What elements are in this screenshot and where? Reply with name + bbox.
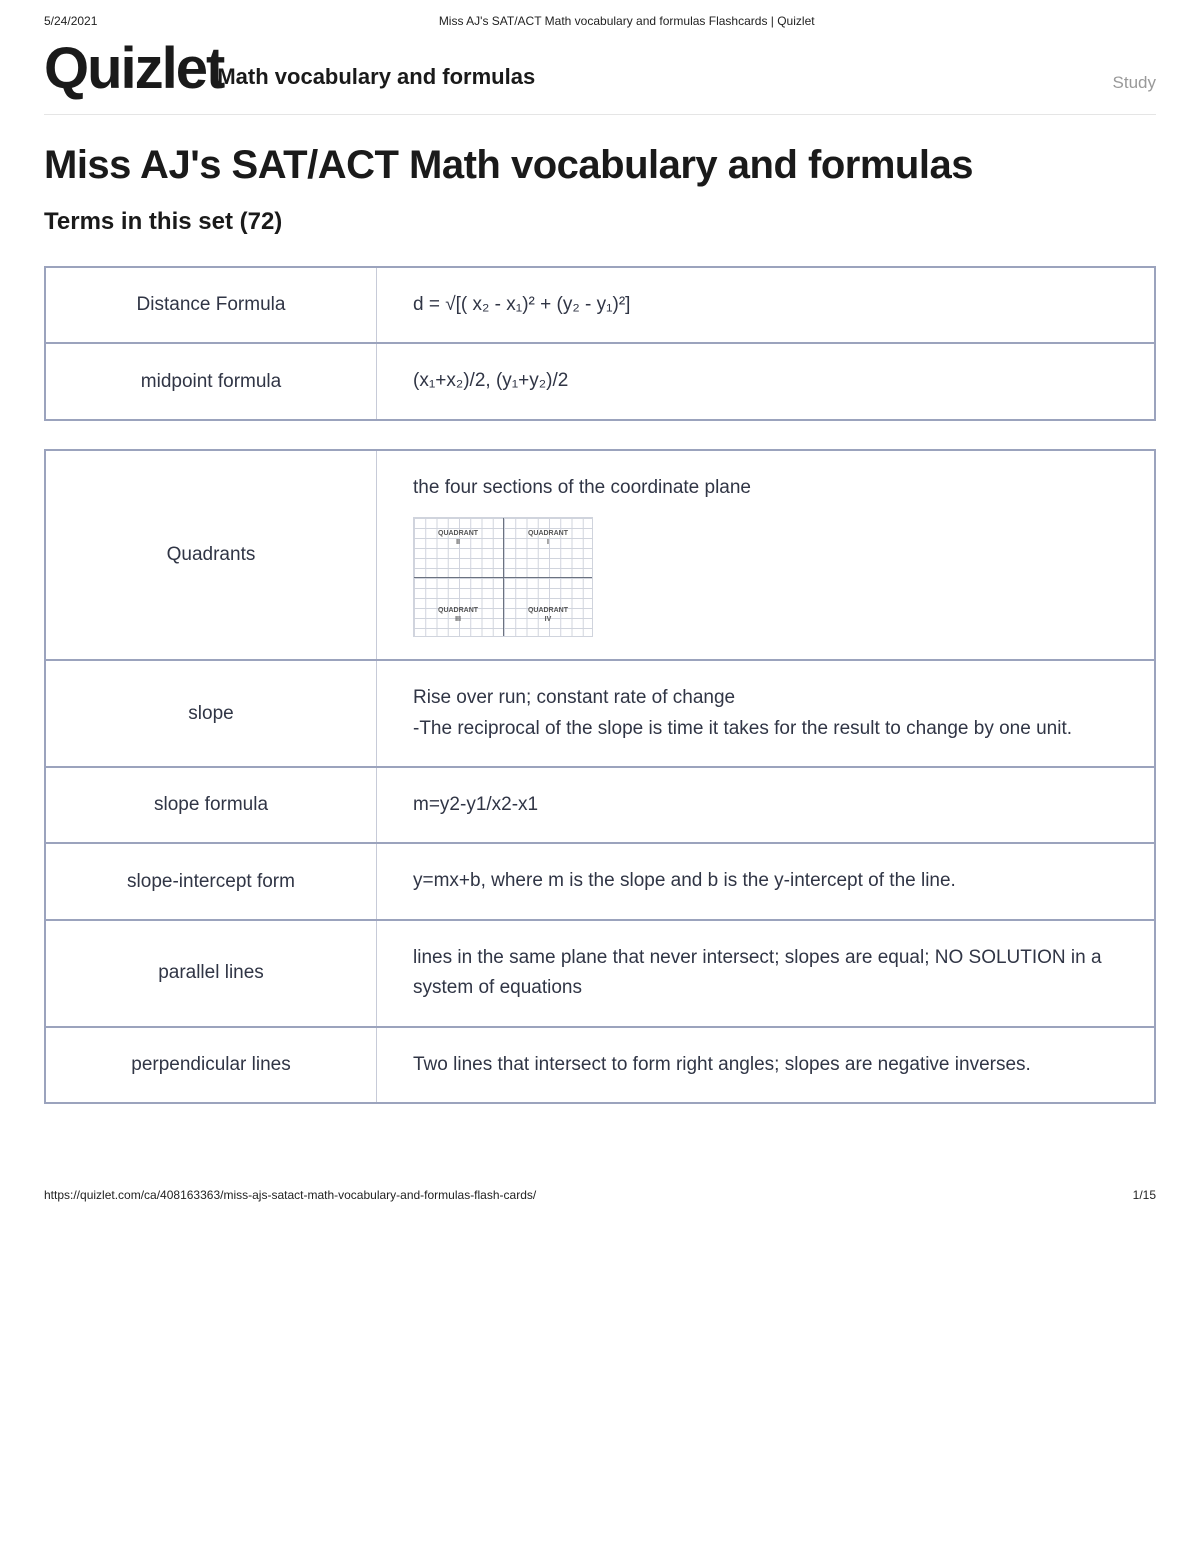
flashcard-row[interactable]: midpoint formula (x₁+x₂)/2, (y₁+y₂)/2 — [46, 342, 1154, 418]
definition-cell: Rise over run; constant rate of change -… — [376, 661, 1154, 766]
page-title: Miss AJ's SAT/ACT Math vocabulary and fo… — [44, 143, 1156, 188]
definition-text: Two lines that intersect to form right a… — [413, 1050, 1126, 1080]
definition-text: lines in the same plane that never inter… — [413, 943, 1126, 1004]
term-cell: slope formula — [46, 768, 376, 842]
definition-cell: m=y2-y1/x2-x1 — [376, 768, 1154, 842]
print-url: https://quizlet.com/ca/408163363/miss-aj… — [44, 1188, 536, 1202]
flashcard-row[interactable]: slope Rise over run; constant rate of cha… — [46, 659, 1154, 766]
flashcard-row[interactable]: perpendicular lines Two lines that inters… — [46, 1026, 1154, 1102]
print-header: 5/24/2021 Miss AJ's SAT/ACT Math vocabul… — [0, 0, 1200, 32]
study-link[interactable]: Study — [1113, 73, 1156, 93]
print-page: 1/15 — [1133, 1188, 1156, 1202]
definition-cell: lines in the same plane that never inter… — [376, 921, 1154, 1026]
card-group: Distance Formula d = √[( x₂ - x₁)² + (y₂ … — [44, 266, 1156, 421]
definition-text: y=mx+b, where m is the slope and b is th… — [413, 866, 1126, 896]
card-group: Quadrants the four sections of the coordi… — [44, 449, 1156, 1104]
quadrant-label: QUADRANT IV — [528, 607, 568, 624]
flashcard-row[interactable]: slope formula m=y2-y1/x2-x1 — [46, 766, 1154, 842]
definition-cell: the four sections of the coordinate plan… — [376, 451, 1154, 659]
definition-text: d = √[( x₂ - x₁)² + (y₂ - y₁)²] — [413, 290, 1126, 320]
print-footer: https://quizlet.com/ca/408163363/miss-aj… — [0, 1132, 1200, 1222]
main-content: Miss AJ's SAT/ACT Math vocabulary and fo… — [0, 119, 1200, 1104]
definition-text: Rise over run; constant rate of change -… — [413, 683, 1126, 744]
term-cell: midpoint formula — [46, 344, 376, 418]
definition-cell: (x₁+x₂)/2, (y₁+y₂)/2 — [376, 344, 1154, 418]
flashcard-row[interactable]: parallel lines lines in the same plane th… — [46, 919, 1154, 1026]
quadrant-label: QUADRANT I — [528, 530, 568, 547]
term-cell: Distance Formula — [46, 268, 376, 342]
logo-wrap: Quizlet Math vocabulary and formulas — [44, 40, 535, 98]
term-cell: Quadrants — [46, 451, 376, 659]
terms-heading: Terms in this set (72) — [44, 208, 1156, 236]
term-cell: parallel lines — [46, 921, 376, 1026]
definition-text: the four sections of the coordinate plan… — [413, 473, 1126, 503]
definition-cell: y=mx+b, where m is the slope and b is th… — [376, 844, 1154, 918]
print-date: 5/24/2021 — [44, 14, 97, 28]
quizlet-logo: Quizlet — [44, 40, 223, 98]
definition-cell: Two lines that intersect to form right a… — [376, 1028, 1154, 1102]
flashcard-row[interactable]: Distance Formula d = √[( x₂ - x₁)² + (y₂ … — [46, 268, 1154, 342]
definition-cell: d = √[( x₂ - x₁)² + (y₂ - y₁)²] — [376, 268, 1154, 342]
definition-text: (x₁+x₂)/2, (y₁+y₂)/2 — [413, 366, 1126, 396]
term-cell: perpendicular lines — [46, 1028, 376, 1102]
header-title: Math vocabulary and formulas — [217, 64, 535, 90]
definition-text: m=y2-y1/x2-x1 — [413, 790, 1126, 820]
flashcard-row[interactable]: slope-intercept form y=mx+b, where m is t… — [46, 842, 1154, 918]
quadrant-diagram: QUADRANT I QUADRANT II QUADRANT III QUADRAN… — [413, 517, 593, 637]
term-cell: slope — [46, 661, 376, 766]
top-bar: Quizlet Math vocabulary and formulas Stu… — [44, 32, 1156, 115]
print-title: Miss AJ's SAT/ACT Math vocabulary and fo… — [439, 14, 815, 28]
quadrant-label: QUADRANT II — [438, 530, 478, 547]
term-cell: slope-intercept form — [46, 844, 376, 918]
quadrant-label: QUADRANT III — [438, 607, 478, 624]
flashcard-row[interactable]: Quadrants the four sections of the coordi… — [46, 451, 1154, 659]
